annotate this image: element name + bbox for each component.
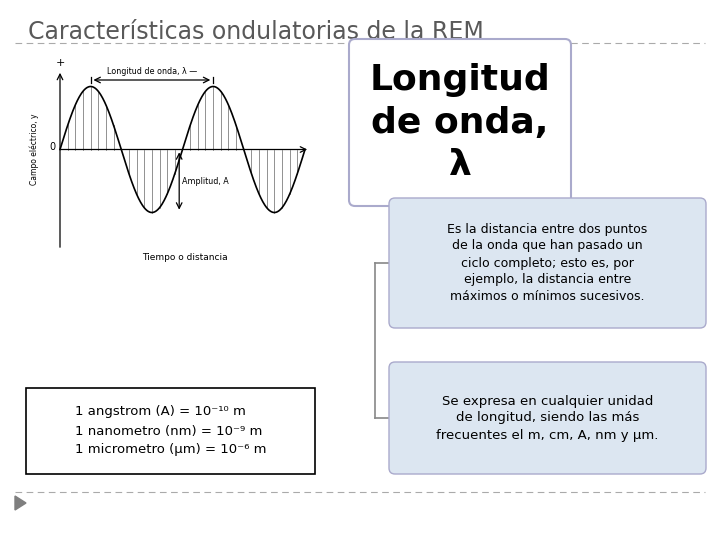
FancyBboxPatch shape — [26, 388, 315, 474]
Text: 1 angstrom (A) = 10⁻¹⁰ m
1 nanometro (nm) = 10⁻⁹ m
1 micrometro (μm) = 10⁻⁶ m: 1 angstrom (A) = 10⁻¹⁰ m 1 nanometro (nm… — [75, 406, 266, 456]
Text: +: + — [55, 58, 65, 68]
FancyBboxPatch shape — [389, 362, 706, 474]
Polygon shape — [15, 496, 26, 510]
Text: Longitud de onda, λ —: Longitud de onda, λ — — [107, 67, 197, 76]
Text: 0: 0 — [50, 143, 56, 152]
FancyBboxPatch shape — [349, 39, 571, 206]
Text: Se expresa en cualquier unidad
de longitud, siendo las más
frecuentes el m, cm, : Se expresa en cualquier unidad de longit… — [436, 395, 659, 442]
Text: Tiempo o distancia: Tiempo o distancia — [142, 253, 228, 262]
Text: Campo eléctrico, y: Campo eléctrico, y — [30, 114, 39, 185]
Text: Longitud
de onda,
λ: Longitud de onda, λ — [369, 63, 550, 181]
Text: Amplitud, A: Amplitud, A — [182, 177, 229, 186]
Text: Características ondulatorias de la REM: Características ondulatorias de la REM — [28, 20, 484, 44]
Text: Es la distancia entre dos puntos
de la onda que han pasado un
ciclo completo; es: Es la distancia entre dos puntos de la o… — [447, 222, 647, 303]
FancyBboxPatch shape — [389, 198, 706, 328]
